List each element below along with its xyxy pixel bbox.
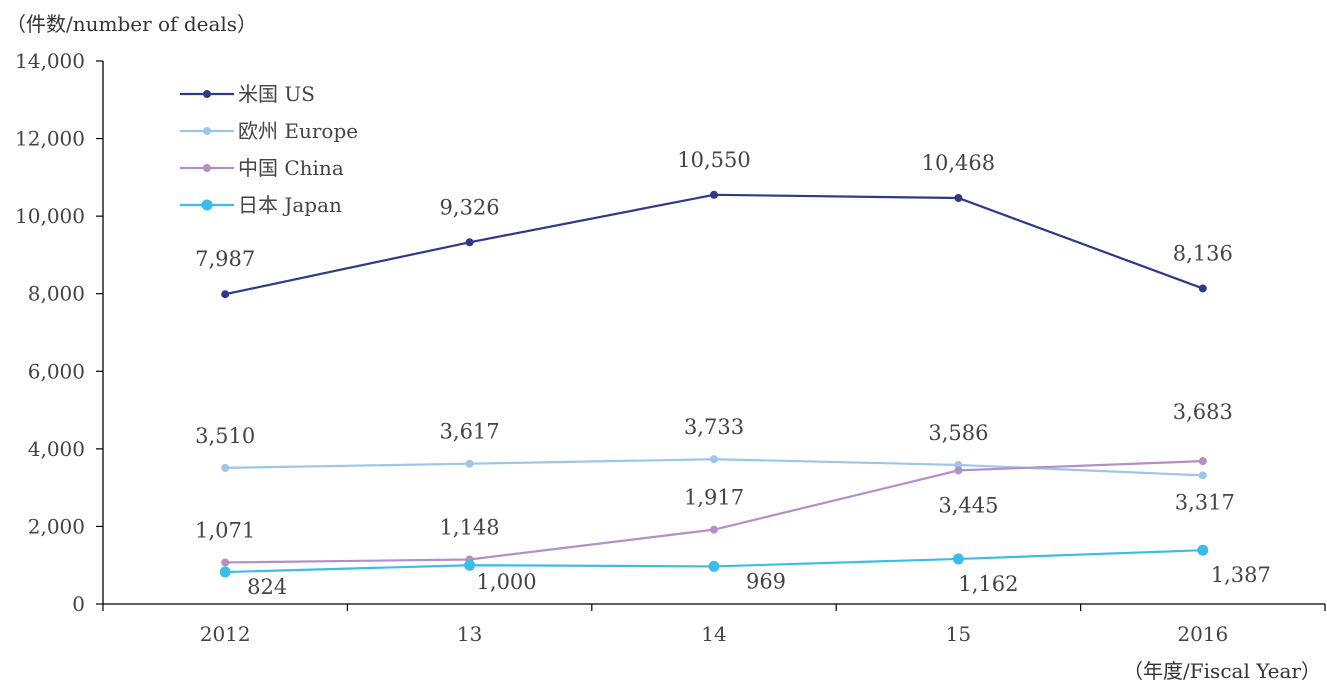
data-label: 1,162 [958,572,1018,596]
data-label: 7,987 [195,247,255,271]
data-point [710,190,718,199]
data-label: 824 [247,575,287,599]
data-point [464,559,476,571]
x-tick-label: 2016 [1177,622,1228,646]
data-label: 1,387 [1211,563,1271,587]
series-line-3 [225,460,1203,564]
data-point [219,566,231,578]
data-point [954,460,963,469]
data-point [221,463,230,472]
data-point [465,238,474,247]
data-point [221,558,230,567]
legend-label: 中国 China [238,156,344,180]
data-label: 9,326 [440,195,500,219]
data-label: 3,445 [938,493,998,517]
data-label: 3,586 [928,421,988,445]
data-label: 10,468 [922,151,995,175]
data-point [954,193,963,202]
data-point [710,455,718,464]
data-point [1198,457,1207,466]
y-axis-title: （件数/number of deals） [6,12,258,36]
data-label: 3,733 [684,415,744,439]
y-tick-label: 6,000 [28,359,85,383]
data-label: 3,317 [1175,490,1235,514]
legend-marker [203,164,211,172]
legend-marker [203,90,211,98]
data-label: 969 [746,569,786,593]
y-tick-label: 10,000 [15,204,85,228]
y-tick-label: 12,000 [15,127,85,151]
data-label: 10,550 [677,148,750,172]
data-point [221,290,230,299]
x-tick-label: 15 [946,622,971,646]
data-label: 3,683 [1173,400,1233,424]
data-label: 3,510 [195,424,255,448]
x-tick-label: 2012 [200,622,251,646]
data-label: 8,136 [1173,241,1233,265]
data-point [708,560,720,572]
x-tick-label: 14 [701,622,726,646]
series-line-1 [224,193,1204,296]
data-label: 1,917 [684,486,744,510]
y-tick-label: 0 [72,592,85,616]
legend-marker [203,127,211,135]
x-axis-title: （年度/Fiscal Year） [1123,659,1321,683]
data-label: 3,617 [440,420,500,444]
legend-label: 欧州 Europe [238,119,358,143]
data-point [952,553,964,565]
legend-label: 日本 Japan [238,193,342,217]
data-point [1198,284,1207,293]
x-tick-label: 13 [457,622,482,646]
data-label: 1,148 [440,515,500,539]
data-point [1197,544,1209,556]
data-point [954,466,963,475]
y-tick-label: 8,000 [28,282,85,306]
data-point [465,459,474,468]
y-tick-label: 4,000 [28,437,85,461]
y-tick-label: 14,000 [15,49,85,73]
data-label: 1,000 [477,570,537,594]
data-point [1198,471,1207,480]
legend-label: 米国 US [238,82,315,106]
data-point [710,525,718,534]
y-tick-label: 2,000 [28,514,85,538]
legend-marker [201,199,213,211]
data-label: 1,071 [195,518,255,542]
